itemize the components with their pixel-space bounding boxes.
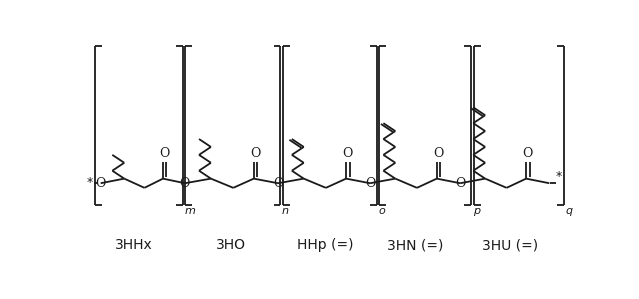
Text: 3HO: 3HO — [216, 238, 246, 252]
Text: o: o — [378, 206, 385, 216]
Text: O: O — [95, 177, 106, 190]
Text: O: O — [433, 147, 443, 160]
Text: *: * — [556, 170, 562, 183]
Text: O: O — [523, 147, 533, 160]
Text: HHp (=): HHp (=) — [297, 238, 354, 252]
Text: O: O — [160, 147, 170, 160]
Text: 3HN (=): 3HN (=) — [387, 238, 444, 252]
Text: O: O — [180, 177, 190, 190]
Text: O: O — [250, 147, 261, 160]
Text: m: m — [185, 206, 196, 216]
Text: q: q — [566, 206, 573, 216]
Text: *: * — [87, 176, 93, 189]
Text: O: O — [273, 177, 283, 190]
Text: O: O — [343, 147, 353, 160]
Text: O: O — [455, 177, 465, 190]
Text: p: p — [473, 206, 480, 216]
Text: O: O — [365, 177, 375, 190]
Text: n: n — [282, 206, 289, 216]
Text: 3HU (=): 3HU (=) — [482, 238, 538, 252]
Text: 3HHx: 3HHx — [114, 238, 152, 252]
